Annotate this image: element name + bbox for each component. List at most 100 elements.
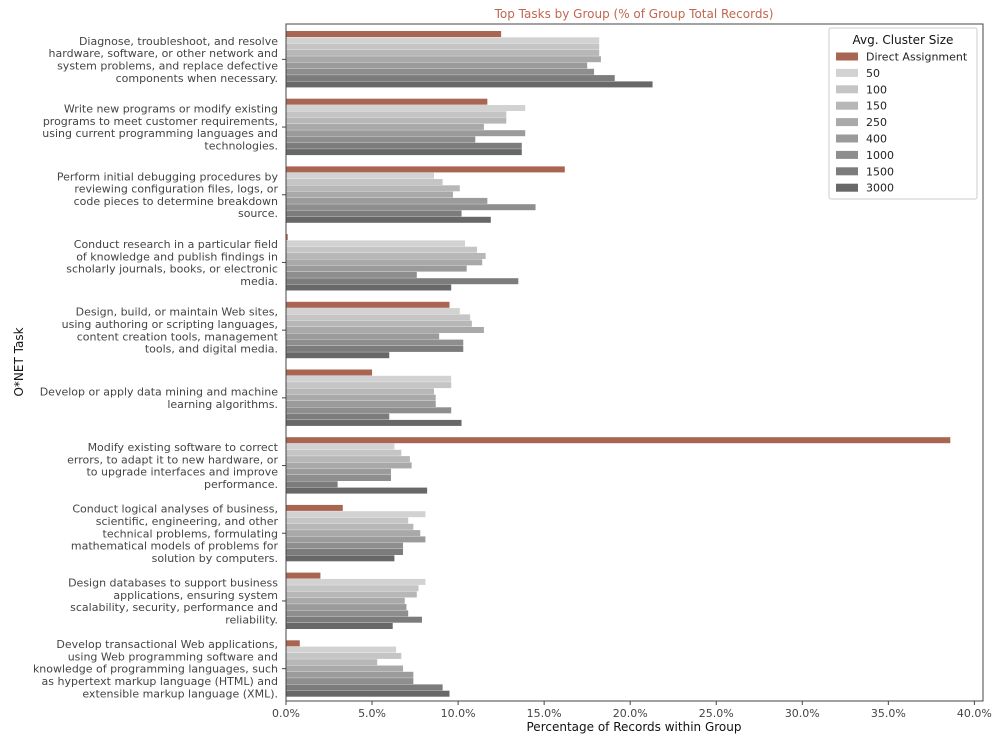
category-label: knowledge of programming languages, such: [33, 663, 278, 676]
category-label: Write new programs or modify existing: [64, 103, 278, 116]
category-label: source.: [238, 207, 278, 220]
bar: [286, 646, 397, 653]
category-label: reliability.: [225, 613, 278, 626]
bar: [286, 56, 601, 63]
bar: [286, 62, 588, 69]
category-label: mathematical models of problems for: [71, 540, 279, 553]
bar: [286, 690, 450, 697]
bar: [286, 301, 450, 308]
bar: [286, 665, 404, 672]
legend-label: Direct Assignment: [866, 51, 968, 64]
category-label: Conduct logical analyses of business,: [72, 503, 278, 516]
legend-label: 50: [866, 67, 880, 80]
bar: [286, 511, 426, 518]
x-tick-label: 0.0%: [272, 707, 300, 720]
bar: [286, 253, 486, 259]
bar: [286, 216, 491, 223]
bar: [286, 369, 373, 376]
x-tick-label: 40.0%: [957, 707, 992, 720]
category-label: scholarly journals, books, or electronic: [66, 263, 278, 276]
category-label: Design, build, or maintain Web sites,: [76, 306, 278, 319]
category-label: using authoring or scripting languages,: [62, 318, 278, 331]
bar: [286, 585, 419, 592]
category-label: errors, to adapt it to new hardware, or: [67, 453, 278, 466]
x-tick-label: 15.0%: [527, 707, 562, 720]
bar: [286, 333, 440, 340]
legend: Avg. Cluster Size Direct Assignment 50 100…: [828, 27, 978, 200]
bar: [286, 623, 393, 629]
bar: [286, 388, 434, 395]
bar: [286, 597, 405, 604]
legend-label: 150: [866, 100, 887, 113]
bar: [286, 375, 452, 382]
x-tick-label: 30.0%: [785, 707, 820, 720]
x-tick-label: 35.0%: [871, 707, 906, 720]
bar: [286, 443, 395, 450]
bar: [286, 308, 460, 315]
legend-swatch: [836, 134, 858, 143]
category-label: system problems, and replace defective: [57, 60, 278, 73]
x-tick-label: 20.0%: [613, 707, 648, 720]
bar: [286, 542, 404, 549]
bar: [286, 284, 452, 291]
x-tick-label: 25.0%: [699, 707, 734, 720]
x-tick-label: 5.0%: [358, 707, 386, 720]
bar: [286, 413, 390, 420]
y-axis: Diagnose, troubleshoot, and resolvehardw…: [33, 35, 286, 700]
bar: [286, 640, 300, 647]
bar: [286, 130, 526, 137]
bar: [286, 123, 484, 130]
category-label: technical problems, formulating: [103, 527, 278, 540]
category-label: tools, and digital media.: [145, 343, 278, 356]
bar: [286, 352, 390, 359]
bar: [286, 659, 378, 666]
category-label: extensible markup language (XML).: [82, 687, 278, 700]
legend-swatch: [836, 167, 858, 176]
category-label: Develop transactional Web applications,: [56, 638, 278, 651]
bar: [286, 105, 526, 111]
bar: [286, 475, 391, 481]
legend-label: 400: [866, 133, 887, 146]
bars-group: [286, 31, 951, 697]
bar: [286, 382, 452, 389]
legend-swatch: [836, 52, 858, 61]
bar: [286, 149, 522, 156]
category-label: solution by computers.: [152, 552, 278, 565]
bar: [286, 265, 467, 272]
bar: [286, 197, 488, 204]
bar: [286, 117, 507, 124]
legend-label: 250: [866, 116, 887, 129]
category-label: reviewing configuration files, logs, or: [74, 183, 278, 196]
bar: [286, 240, 465, 247]
bar: [286, 517, 409, 524]
category-label: Develop or apply data mining and machine: [40, 386, 279, 399]
category-label: programs to meet customer requirements,: [43, 115, 278, 128]
bar: [286, 401, 436, 407]
bar: [286, 407, 452, 414]
legend-swatch: [836, 183, 858, 192]
bar: [286, 43, 600, 50]
category-label: applications, ensuring system: [113, 589, 278, 602]
x-axis-title: Percentage of Records within Group: [527, 720, 742, 734]
x-tick-label: 10.0%: [441, 707, 476, 720]
category-label: hardware, software, or other network and: [49, 47, 278, 60]
bar: [286, 234, 288, 241]
category-label: Design databases to support business: [68, 577, 278, 590]
category-label: scientific, engineering, and other: [96, 515, 279, 528]
bar: [286, 671, 414, 678]
category-label: of knowledge and publish findings in: [76, 250, 278, 263]
bar: [286, 166, 565, 173]
bar: [286, 136, 476, 143]
bar: [286, 523, 414, 530]
bar: [286, 572, 321, 579]
bar: [286, 591, 417, 598]
category-label: Diagnose, troubleshoot, and resolve: [79, 35, 278, 48]
legend-label: 1000: [866, 149, 894, 162]
bar: [286, 98, 488, 105]
legend-swatch: [836, 150, 858, 159]
bar: [286, 437, 951, 444]
bar: [286, 536, 426, 543]
bar: [286, 271, 417, 278]
legend-label: 100: [866, 83, 887, 96]
legend-swatch: [836, 85, 858, 94]
